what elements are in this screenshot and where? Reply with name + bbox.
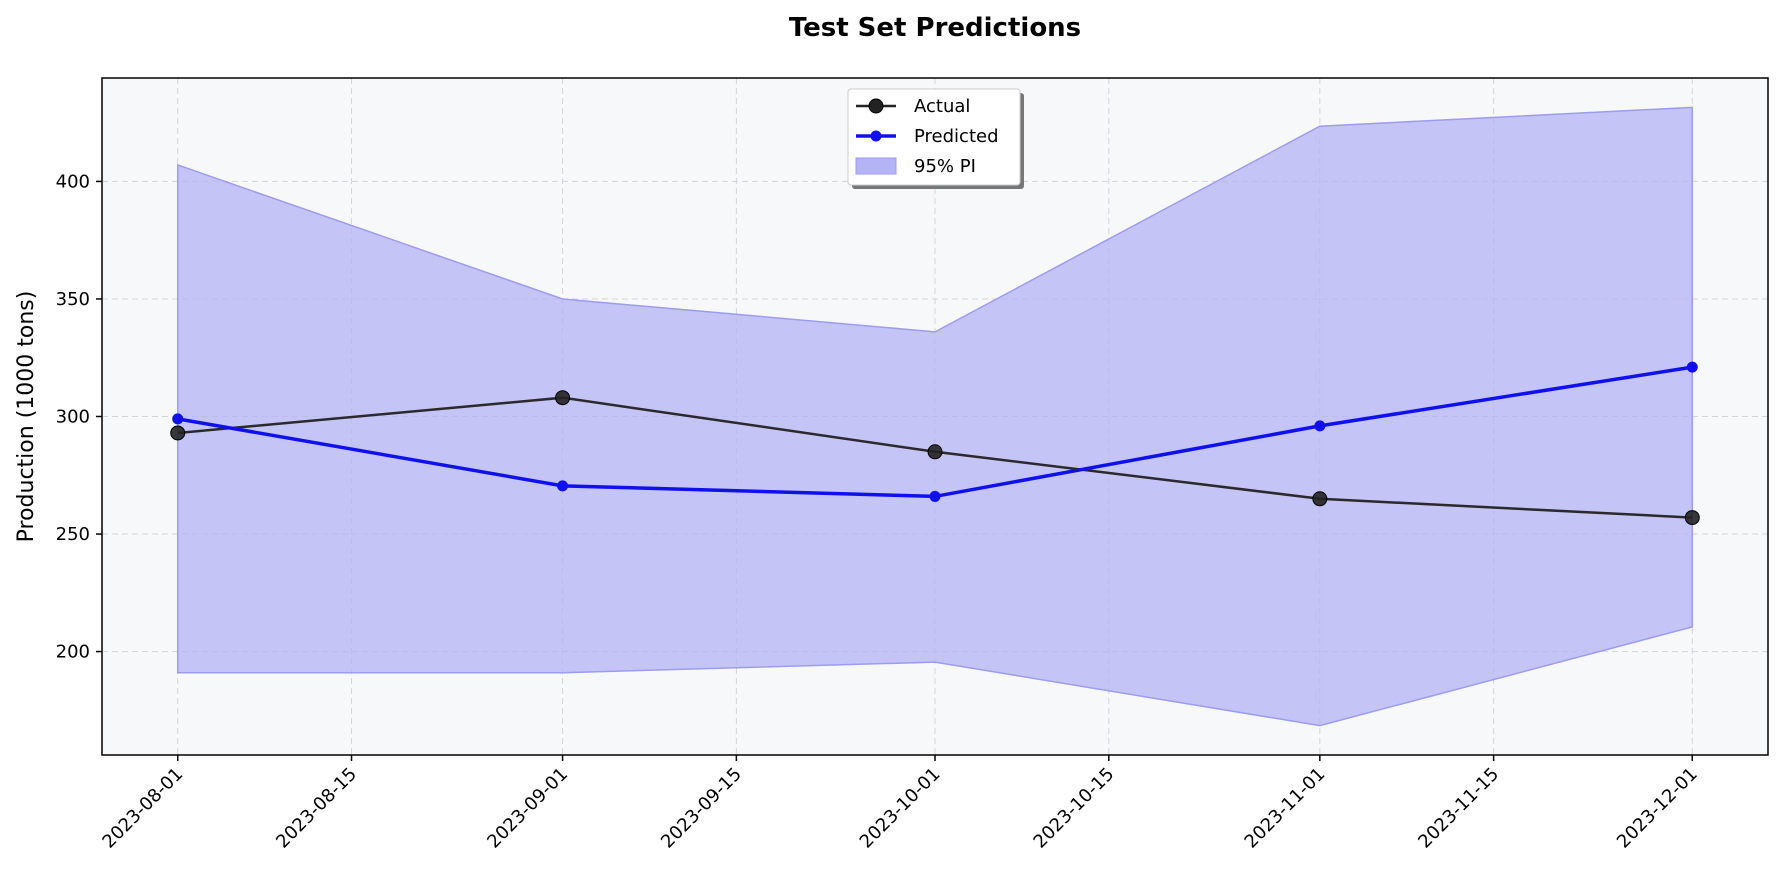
x-tick-label: 2023-09-01 bbox=[483, 764, 572, 853]
legend-band-swatch bbox=[855, 157, 897, 175]
predicted-point bbox=[557, 480, 569, 492]
y-axis-label: Production (1000 tons) bbox=[14, 291, 39, 543]
x-tick-label: 2023-11-01 bbox=[1241, 764, 1330, 853]
legend-actual-marker bbox=[868, 98, 884, 114]
y-tick-label: 200 bbox=[56, 642, 90, 663]
prediction-interval-layer bbox=[176, 106, 1694, 727]
series-layer bbox=[170, 361, 1700, 526]
predicted-point bbox=[172, 413, 184, 425]
x-tick-label: 2023-10-15 bbox=[1030, 764, 1119, 853]
x-tick-label: 2023-09-15 bbox=[657, 764, 746, 853]
y-axis-ticks: 200 250 300 350 400 bbox=[56, 171, 102, 663]
legend-label: Actual bbox=[914, 96, 970, 117]
predicted-point bbox=[929, 490, 941, 502]
x-tick-label: 2023-08-15 bbox=[272, 764, 361, 853]
prediction-interval-band bbox=[176, 106, 1694, 727]
actual-point bbox=[1684, 510, 1700, 526]
legend-label: Predicted bbox=[914, 126, 999, 147]
x-tick-label: 2023-12-01 bbox=[1613, 764, 1702, 853]
x-axis-ticks: 2023-08-01 2023-08-15 2023-09-01 2023-09-15… bbox=[98, 755, 1702, 853]
x-tick-label: 2023-11-15 bbox=[1414, 764, 1503, 853]
predicted-point bbox=[1686, 361, 1698, 373]
y-tick-label: 300 bbox=[56, 407, 90, 428]
predicted-point bbox=[1314, 420, 1326, 432]
x-tick-label: 2023-08-01 bbox=[98, 764, 187, 853]
actual-point bbox=[1312, 491, 1328, 507]
legend: Actual Predicted 95% PI bbox=[847, 88, 1024, 189]
chart-title: Test Set Predictions bbox=[789, 13, 1081, 43]
y-tick-label: 250 bbox=[56, 524, 90, 545]
actual-point bbox=[170, 425, 186, 441]
y-tick-label: 400 bbox=[56, 171, 90, 192]
actual-point bbox=[927, 444, 943, 460]
legend-predicted-marker bbox=[870, 130, 882, 142]
actual-point bbox=[555, 390, 571, 406]
y-tick-label: 350 bbox=[56, 289, 90, 310]
legend-label: 95% PI bbox=[914, 156, 976, 177]
x-tick-label: 2023-10-01 bbox=[856, 764, 945, 853]
